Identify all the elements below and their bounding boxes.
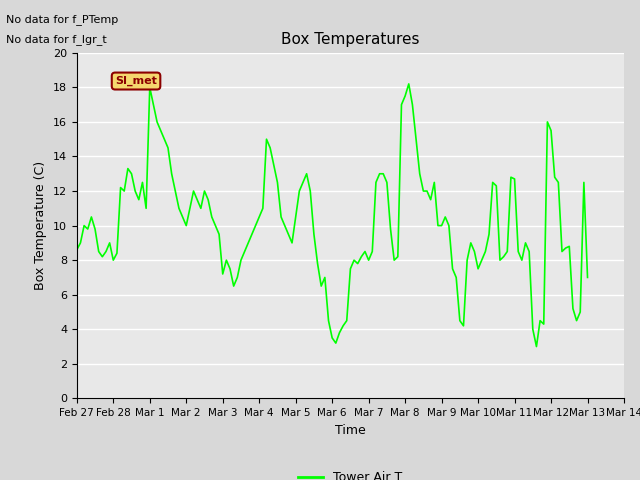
Text: No data for f_lgr_t: No data for f_lgr_t <box>6 34 107 45</box>
X-axis label: Time: Time <box>335 424 366 437</box>
Y-axis label: Box Temperature (C): Box Temperature (C) <box>35 161 47 290</box>
Title: Box Temperatures: Box Temperatures <box>281 33 420 48</box>
Legend: Tower Air T: Tower Air T <box>293 466 408 480</box>
Text: SI_met: SI_met <box>115 76 157 86</box>
Text: No data for f_PTemp: No data for f_PTemp <box>6 14 118 25</box>
